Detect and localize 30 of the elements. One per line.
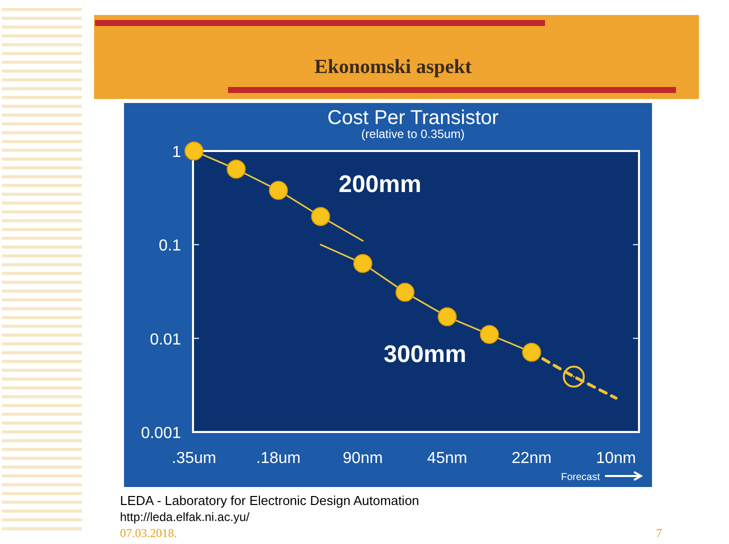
x-tick-label: .18um	[256, 450, 301, 467]
x-tick-label: 90nm	[342, 450, 383, 467]
point	[353, 254, 372, 273]
point	[480, 324, 499, 344]
point	[438, 307, 457, 326]
point	[268, 180, 288, 200]
text: 07.03.2018.	[120, 526, 177, 540]
y-tick-label: 1	[172, 144, 182, 161]
text: http://leda.elfak.ni.ac.yu/	[120, 510, 250, 524]
point	[522, 342, 542, 362]
series-label: 300mm	[384, 341, 466, 368]
text: Ekonomski aspekt	[314, 56, 472, 78]
point	[396, 282, 414, 302]
series-label: 200mm	[338, 171, 422, 198]
x-tick-label: 22nm	[512, 450, 552, 467]
point	[184, 142, 204, 160]
point	[226, 160, 246, 179]
point	[311, 206, 330, 226]
text: LEDA - Laboratory for Electronic Design Automation	[120, 493, 420, 508]
x-tick-label: 10nm	[596, 450, 636, 467]
x-tick-label: 45nm	[427, 450, 468, 467]
y-tick-label: 0.01	[150, 331, 182, 348]
text: 7	[656, 526, 662, 540]
point	[562, 366, 585, 388]
y-tick-label: 0.001	[140, 425, 182, 442]
x-tick-label: .35um	[172, 450, 216, 467]
chart-subtitle: (relative to 0.35um)	[361, 127, 465, 141]
text: Forecast	[561, 472, 600, 483]
y-tick-label: 0.1	[158, 238, 182, 255]
chart-title: Cost Per Transistor	[327, 107, 499, 129]
